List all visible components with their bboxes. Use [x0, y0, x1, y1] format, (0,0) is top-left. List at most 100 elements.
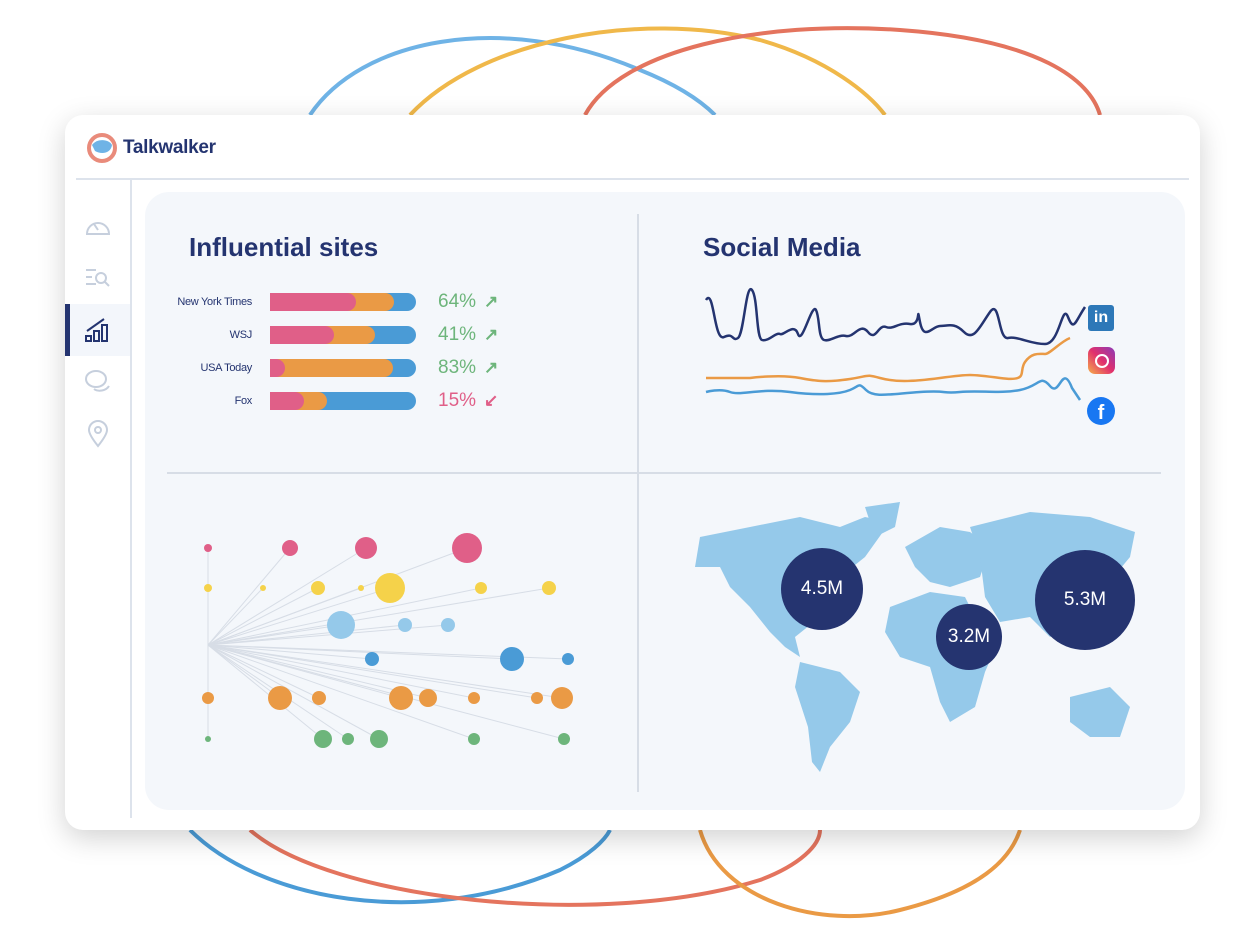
network-node [441, 618, 455, 632]
pink-segment [270, 359, 285, 377]
network-edge [207, 587, 391, 646]
network-node [542, 581, 556, 595]
nav-location[interactable] [65, 408, 130, 460]
network-edge [207, 644, 563, 699]
nav-dashboard[interactable] [65, 200, 130, 252]
network-edge [207, 644, 380, 740]
dashboard-gauge-icon [85, 222, 110, 235]
network-node [202, 692, 214, 704]
network-edge [207, 644, 538, 699]
search-list-icon [85, 269, 110, 287]
network-edge [207, 644, 429, 699]
greenland [865, 502, 900, 537]
network-node [419, 689, 437, 707]
network-node [260, 585, 266, 591]
europe [905, 527, 990, 587]
social-media-line-chart [704, 288, 1087, 401]
network-edge [207, 644, 324, 740]
network-node [342, 733, 354, 745]
network-edge [207, 547, 291, 646]
social-media-title: Social Media [703, 232, 861, 262]
network-node [355, 537, 377, 559]
site-row: Fox 15% ↙ [145, 390, 499, 411]
network-edge [207, 624, 406, 646]
site-row: USA Today 83% ↗ [145, 357, 499, 378]
sidebar-divider [130, 180, 132, 818]
linkedin-series-line [704, 288, 1087, 346]
network-edge [207, 547, 367, 646]
network-node [204, 544, 212, 552]
site-percentage: 41% [438, 324, 477, 345]
instagram-series-line [706, 336, 1071, 383]
site-name: USA Today [200, 362, 252, 374]
pink-segment [270, 392, 304, 410]
site-share-bar [270, 293, 416, 311]
site-name: New York Times [177, 296, 252, 308]
site-percentage: 83% [438, 357, 477, 378]
nav-conversations[interactable] [65, 356, 130, 408]
australia [1070, 687, 1130, 737]
pink-segment [270, 293, 357, 311]
nav-search[interactable] [65, 252, 130, 304]
pink-segment [270, 326, 335, 344]
network-node [327, 611, 355, 639]
network-edge [207, 644, 373, 660]
network-node [312, 691, 326, 705]
network-node [475, 582, 487, 594]
network-edge [207, 644, 475, 740]
location-pin-icon [87, 420, 108, 448]
nav-analytics[interactable] [65, 304, 130, 356]
network-node [365, 652, 379, 666]
analytics-chart-icon [84, 318, 108, 342]
site-row: New York Times 64% ↗ [145, 291, 499, 312]
site-percentage: 15% [438, 390, 477, 411]
app-name: Talkwalker [123, 137, 216, 158]
site-share-bar [270, 326, 416, 344]
network-node [531, 692, 543, 704]
network-graph [202, 533, 574, 748]
instagram-icon [1088, 347, 1115, 374]
site-row: WSJ 41% ↗ [145, 324, 499, 345]
network-edge [207, 624, 342, 646]
sidebar-nav [65, 200, 130, 460]
map-bubble-asia: 5.3M [1035, 550, 1135, 650]
panel-divider-vertical [637, 214, 639, 792]
linkedin-icon: in [1088, 305, 1114, 331]
app-window: Talkwalker Influential sites New York Ti… [65, 115, 1200, 830]
panel-divider-horizontal [167, 472, 1161, 474]
dashboard-panel: Influential sites New York Times 64% ↗ WS… [145, 192, 1185, 810]
network-edge [207, 587, 264, 646]
network-node [468, 692, 480, 704]
site-percentage: 64% [438, 291, 477, 312]
network-node [358, 585, 364, 591]
network-edge [207, 587, 319, 646]
network-node [398, 618, 412, 632]
network-node [562, 653, 574, 665]
network-edge [207, 587, 362, 646]
talkwalker-logo[interactable]: Talkwalker [87, 133, 216, 163]
map-bubble-africa: 3.2M [936, 604, 1002, 670]
network-edge [207, 644, 281, 699]
network-node [204, 584, 212, 592]
network-node [370, 730, 388, 748]
network-node [551, 687, 573, 709]
map-bubble-north-america: 4.5M [781, 548, 863, 630]
network-node [311, 581, 325, 595]
arrow-up-right-icon: ↗ [484, 292, 499, 311]
network-node [389, 686, 413, 710]
orange-segment [270, 359, 393, 377]
network-node [452, 533, 482, 563]
network-node [282, 540, 298, 556]
talkwalker-logo-icon [87, 133, 117, 163]
network-node [468, 733, 480, 745]
site-name: WSJ [229, 329, 253, 341]
network-edge [207, 587, 550, 646]
south-america [795, 662, 860, 772]
arrow-up-right-icon: ↗ [484, 325, 499, 344]
site-name: Fox [234, 395, 253, 407]
arrow-down-left-icon: ↙ [484, 391, 499, 410]
header-divider [76, 178, 1189, 180]
arrow-up-right-icon: ↗ [484, 358, 499, 377]
network-node [268, 686, 292, 710]
